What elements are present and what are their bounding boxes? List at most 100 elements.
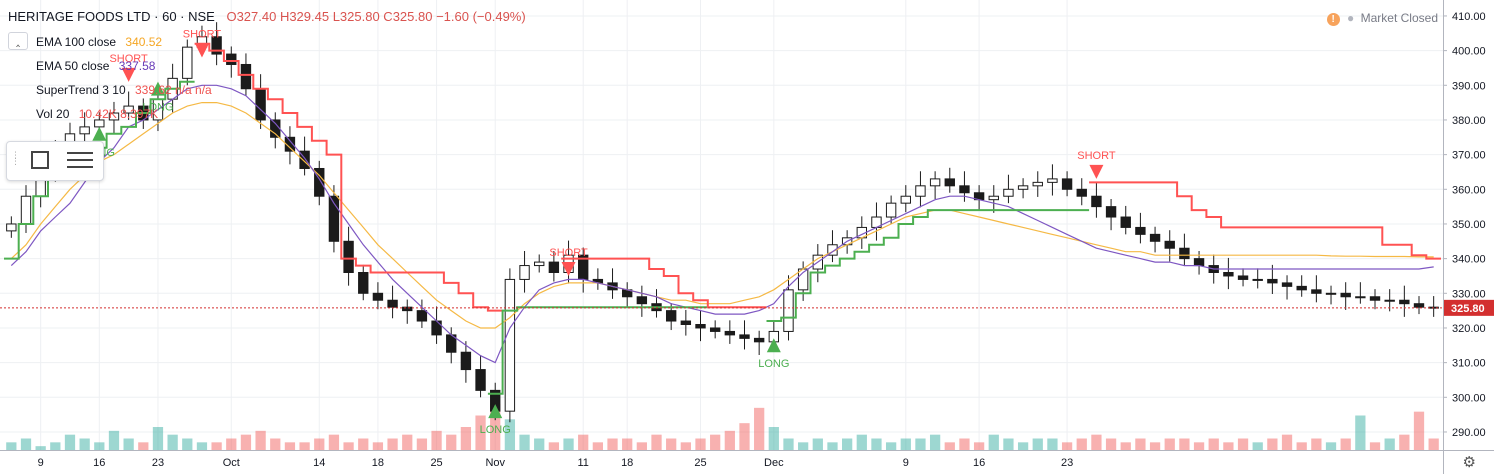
short-signal-label: SHORT: [1077, 150, 1116, 162]
candle-body: [900, 195, 911, 204]
supertrend-down-line: [1089, 181, 1441, 260]
volume-bar: [592, 442, 603, 450]
candle-body: [1369, 296, 1381, 301]
candle-body: [123, 105, 134, 114]
volume-bar: [680, 442, 691, 450]
long-signal-arrow: [766, 338, 781, 353]
volume-bar: [959, 438, 970, 450]
volume-bar: [94, 442, 105, 450]
volume-bar: [1032, 438, 1043, 450]
settings-gear-icon[interactable]: ⚙: [1462, 454, 1476, 471]
volume-bar: [1105, 438, 1117, 450]
x-tick-label: 18: [621, 457, 633, 469]
frame-tool-icon[interactable]: [31, 151, 49, 169]
indicator-volume[interactable]: Vol 20 10.42K 8.397K: [36, 107, 158, 121]
candle-body: [709, 327, 721, 332]
volume-bar: [1413, 411, 1425, 450]
ema50-line: [10, 84, 1434, 364]
y-tick-label: 380.00: [1452, 115, 1486, 127]
volume-bar: [372, 442, 384, 450]
indicator-value: 339.62 n/a n/a: [134, 83, 212, 97]
drawing-toolbox[interactable]: ⋮ ⋮: [6, 141, 104, 181]
candle-body: [343, 240, 354, 273]
candle-body: [328, 195, 340, 242]
volume-bar: [798, 442, 809, 450]
indicator-ema100[interactable]: EMA 100 close 340.52: [36, 35, 162, 49]
menu-icon[interactable]: [67, 152, 93, 170]
candle-body: [1281, 282, 1293, 287]
candle-body: [1325, 292, 1337, 295]
symbol-title[interactable]: HERITAGE FOODS LTD · 60 · NSE: [8, 9, 215, 24]
candle-body: [372, 292, 384, 301]
supertrend-down-line: [194, 42, 503, 312]
volume-bar: [1003, 438, 1014, 450]
short-signal-arrow: [561, 261, 576, 276]
volume-bar: [123, 438, 134, 450]
indicator-supertrend[interactable]: SuperTrend 3 10 339.62 n/a n/a: [36, 83, 212, 97]
candle-body: [255, 88, 266, 121]
volume-bar: [35, 446, 46, 450]
drag-handle-icon[interactable]: ⋮ ⋮: [11, 150, 20, 166]
volume-bar: [548, 442, 560, 450]
last-price-tag: [1444, 299, 1494, 316]
volume-bar: [1311, 438, 1322, 450]
candle-body: [724, 330, 736, 336]
volume-bar: [519, 434, 530, 450]
volume-bar: [226, 438, 237, 450]
candle-body: [284, 136, 296, 152]
x-tick-label: 9: [38, 457, 44, 469]
candle-body: [1017, 185, 1029, 190]
volume-bar: [1237, 438, 1249, 450]
candle-body: [1032, 181, 1043, 187]
volume-bar: [6, 442, 17, 450]
indicator-ema50[interactable]: EMA 50 close 337.58: [36, 59, 155, 73]
volume-bar: [915, 438, 926, 450]
supertrend-up-line: [766, 209, 1090, 322]
candle-body: [1091, 195, 1102, 208]
x-tick-label: 14: [313, 457, 325, 469]
volume-bar: [1149, 442, 1161, 450]
indicator-value: 340.52: [125, 35, 163, 49]
y-tick-label: 370.00: [1452, 150, 1486, 162]
volume-bar: [1223, 442, 1234, 450]
y-tick-label: 310.00: [1452, 358, 1486, 370]
volume-bar: [768, 427, 779, 450]
volume-bar: [622, 438, 633, 450]
status-dot-icon: ●: [1347, 11, 1355, 25]
volume-bar: [842, 438, 853, 450]
volume-bar: [1091, 434, 1102, 450]
collapse-legend-button[interactable]: ‸: [8, 32, 28, 50]
candle-body: [1413, 303, 1425, 308]
volume-bar: [255, 430, 266, 450]
volume-bar: [578, 434, 589, 450]
candle-body: [416, 310, 428, 322]
y-tick-label: 400.00: [1452, 46, 1486, 58]
volume-bar: [1355, 415, 1366, 450]
candle-body: [1076, 188, 1087, 197]
candle-body: [431, 320, 442, 336]
candle-body: [1252, 278, 1263, 281]
candle-body: [1164, 240, 1175, 249]
short-signal-label: SHORT: [109, 53, 148, 65]
volume-bar: [1164, 438, 1175, 450]
volume-bar: [416, 438, 428, 450]
candle-body: [182, 46, 193, 79]
candle-body: [460, 351, 472, 371]
volume-bar: [871, 438, 882, 450]
long-signal-label: LONG: [142, 102, 173, 114]
x-tick-label: 23: [1061, 457, 1073, 469]
candle-body: [959, 185, 970, 194]
market-status[interactable]: ! ● Market Closed: [1326, 11, 1438, 26]
volume-bar: [1120, 442, 1131, 450]
candle-body: [1223, 271, 1234, 277]
volume-bar: [563, 438, 574, 450]
candle-body: [680, 320, 692, 325]
x-tick-label: Nov: [485, 457, 505, 469]
volume-bar: [534, 438, 545, 450]
candle-body: [1237, 275, 1249, 280]
x-tick-label: 9: [903, 457, 909, 469]
indicator-name: EMA 50 close: [36, 59, 110, 73]
volume-bar: [1047, 438, 1058, 450]
